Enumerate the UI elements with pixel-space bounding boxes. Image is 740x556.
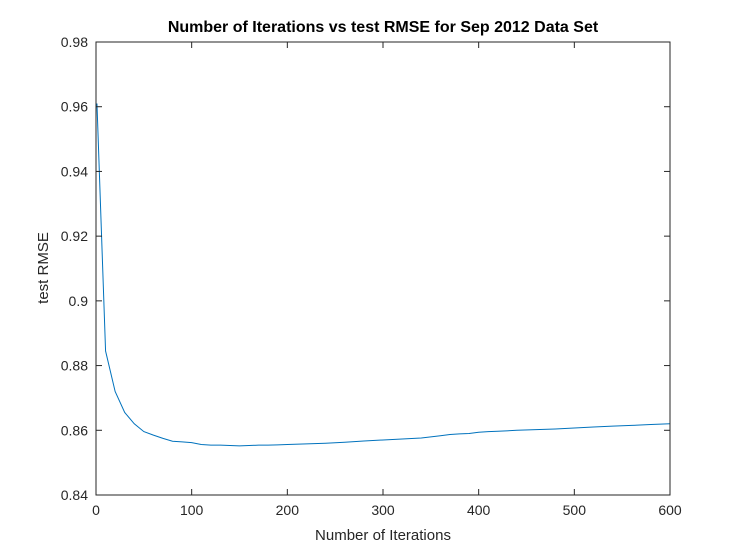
x-tick-label: 600 (658, 502, 682, 518)
y-axis-ticks: 0.84 0.86 0.88 0.9 0.92 0.94 0.96 0.98 (61, 34, 670, 503)
y-tick-label: 0.92 (61, 228, 88, 244)
x-tick-label: 200 (276, 502, 300, 518)
x-axis-label: Number of Iterations (315, 527, 451, 544)
y-tick-label: 0.94 (61, 163, 88, 179)
y-tick-label: 0.84 (61, 487, 88, 503)
x-tick-label: 500 (563, 502, 587, 518)
x-axis-ticks: 0 100 200 300 400 500 600 (92, 42, 682, 518)
y-tick-label: 0.98 (61, 34, 88, 50)
y-tick-label: 0.88 (61, 358, 88, 374)
chart-title: Number of Iterations vs test RMSE for Se… (168, 19, 599, 36)
x-tick-label: 400 (467, 502, 491, 518)
x-tick-label: 100 (180, 502, 204, 518)
y-tick-label: 0.9 (69, 293, 89, 309)
y-tick-label: 0.86 (61, 422, 88, 438)
y-axis-label: test RMSE (35, 232, 52, 304)
series-line (96, 103, 671, 447)
x-tick-label: 0 (92, 502, 100, 518)
data-series-group (96, 103, 671, 447)
y-tick-label: 0.96 (61, 99, 88, 115)
x-tick-label: 300 (371, 502, 395, 518)
